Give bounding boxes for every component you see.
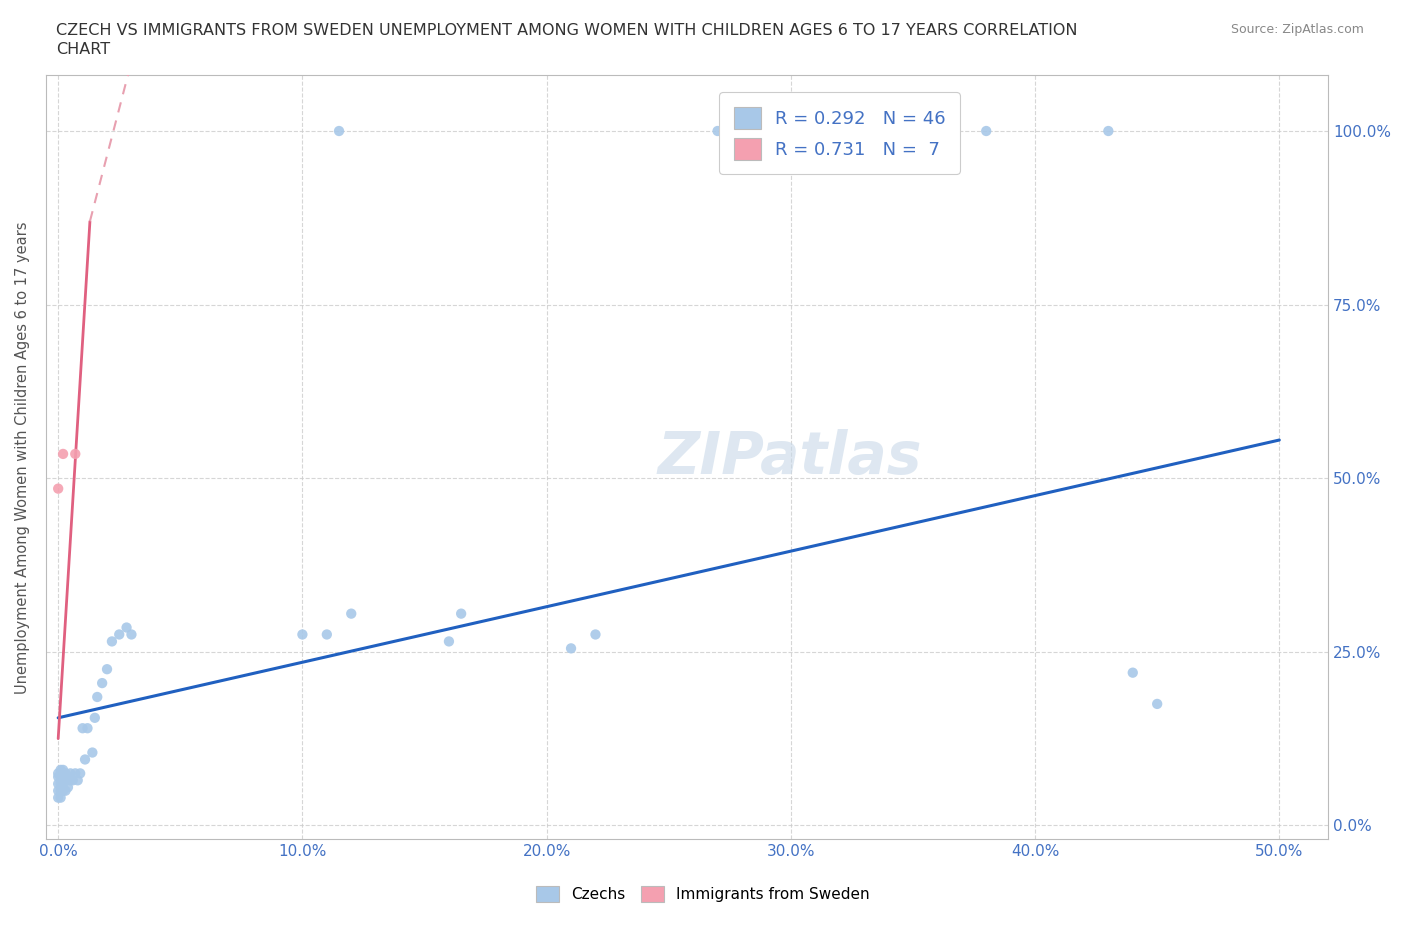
Point <box>55 783 77 798</box>
Point <box>52 777 75 791</box>
Point <box>59 766 82 781</box>
Point <box>73 752 96 767</box>
Point <box>82 745 104 760</box>
Point <box>1097 124 1119 139</box>
Text: Source: ZipAtlas.com: Source: ZipAtlas.com <box>1230 23 1364 36</box>
Point <box>291 627 314 642</box>
Point <box>340 606 363 621</box>
Point <box>52 783 75 798</box>
Point <box>52 769 75 784</box>
Legend: R = 0.292   N = 46, R = 0.731   N =  7: R = 0.292 N = 46, R = 0.731 N = 7 <box>718 92 960 174</box>
Point <box>55 766 77 781</box>
Point <box>101 634 124 649</box>
Legend: Czechs, Immigrants from Sweden: Czechs, Immigrants from Sweden <box>530 880 876 909</box>
Point <box>56 780 79 795</box>
Point <box>65 446 87 461</box>
Point <box>46 790 69 805</box>
Point <box>55 773 77 788</box>
Text: CHART: CHART <box>56 42 110 57</box>
Point <box>56 769 79 784</box>
Point <box>52 446 75 461</box>
Point <box>91 676 114 691</box>
Point <box>328 124 350 139</box>
Point <box>49 790 72 805</box>
Point <box>974 124 997 139</box>
Text: ZIPatlas: ZIPatlas <box>658 429 922 485</box>
Point <box>1146 697 1168 711</box>
Point <box>62 773 84 788</box>
Point <box>96 662 118 677</box>
Point <box>585 627 607 642</box>
Point <box>86 689 108 704</box>
Point <box>560 641 582 656</box>
Point <box>46 777 69 791</box>
Point <box>315 627 337 642</box>
Point <box>1122 665 1144 680</box>
Point <box>46 481 69 496</box>
Point <box>49 769 72 784</box>
Point <box>52 763 75 777</box>
Point <box>120 627 142 642</box>
Point <box>46 766 69 781</box>
Point <box>65 766 87 781</box>
Y-axis label: Unemployment Among Women with Children Ages 6 to 17 years: Unemployment Among Women with Children A… <box>15 221 30 694</box>
Point <box>69 766 91 781</box>
Point <box>83 711 105 725</box>
Point <box>115 620 138 635</box>
Point <box>706 124 728 139</box>
Point <box>49 783 72 798</box>
Point <box>66 773 89 788</box>
Point <box>46 783 69 798</box>
Point <box>59 773 82 788</box>
Point <box>108 627 131 642</box>
Text: CZECH VS IMMIGRANTS FROM SWEDEN UNEMPLOYMENT AMONG WOMEN WITH CHILDREN AGES 6 TO: CZECH VS IMMIGRANTS FROM SWEDEN UNEMPLOY… <box>56 23 1078 38</box>
Point <box>76 721 98 736</box>
Point <box>49 763 72 777</box>
Point <box>49 777 72 791</box>
Point <box>72 721 94 736</box>
Point <box>437 634 460 649</box>
Point <box>450 606 472 621</box>
Point <box>46 769 69 784</box>
